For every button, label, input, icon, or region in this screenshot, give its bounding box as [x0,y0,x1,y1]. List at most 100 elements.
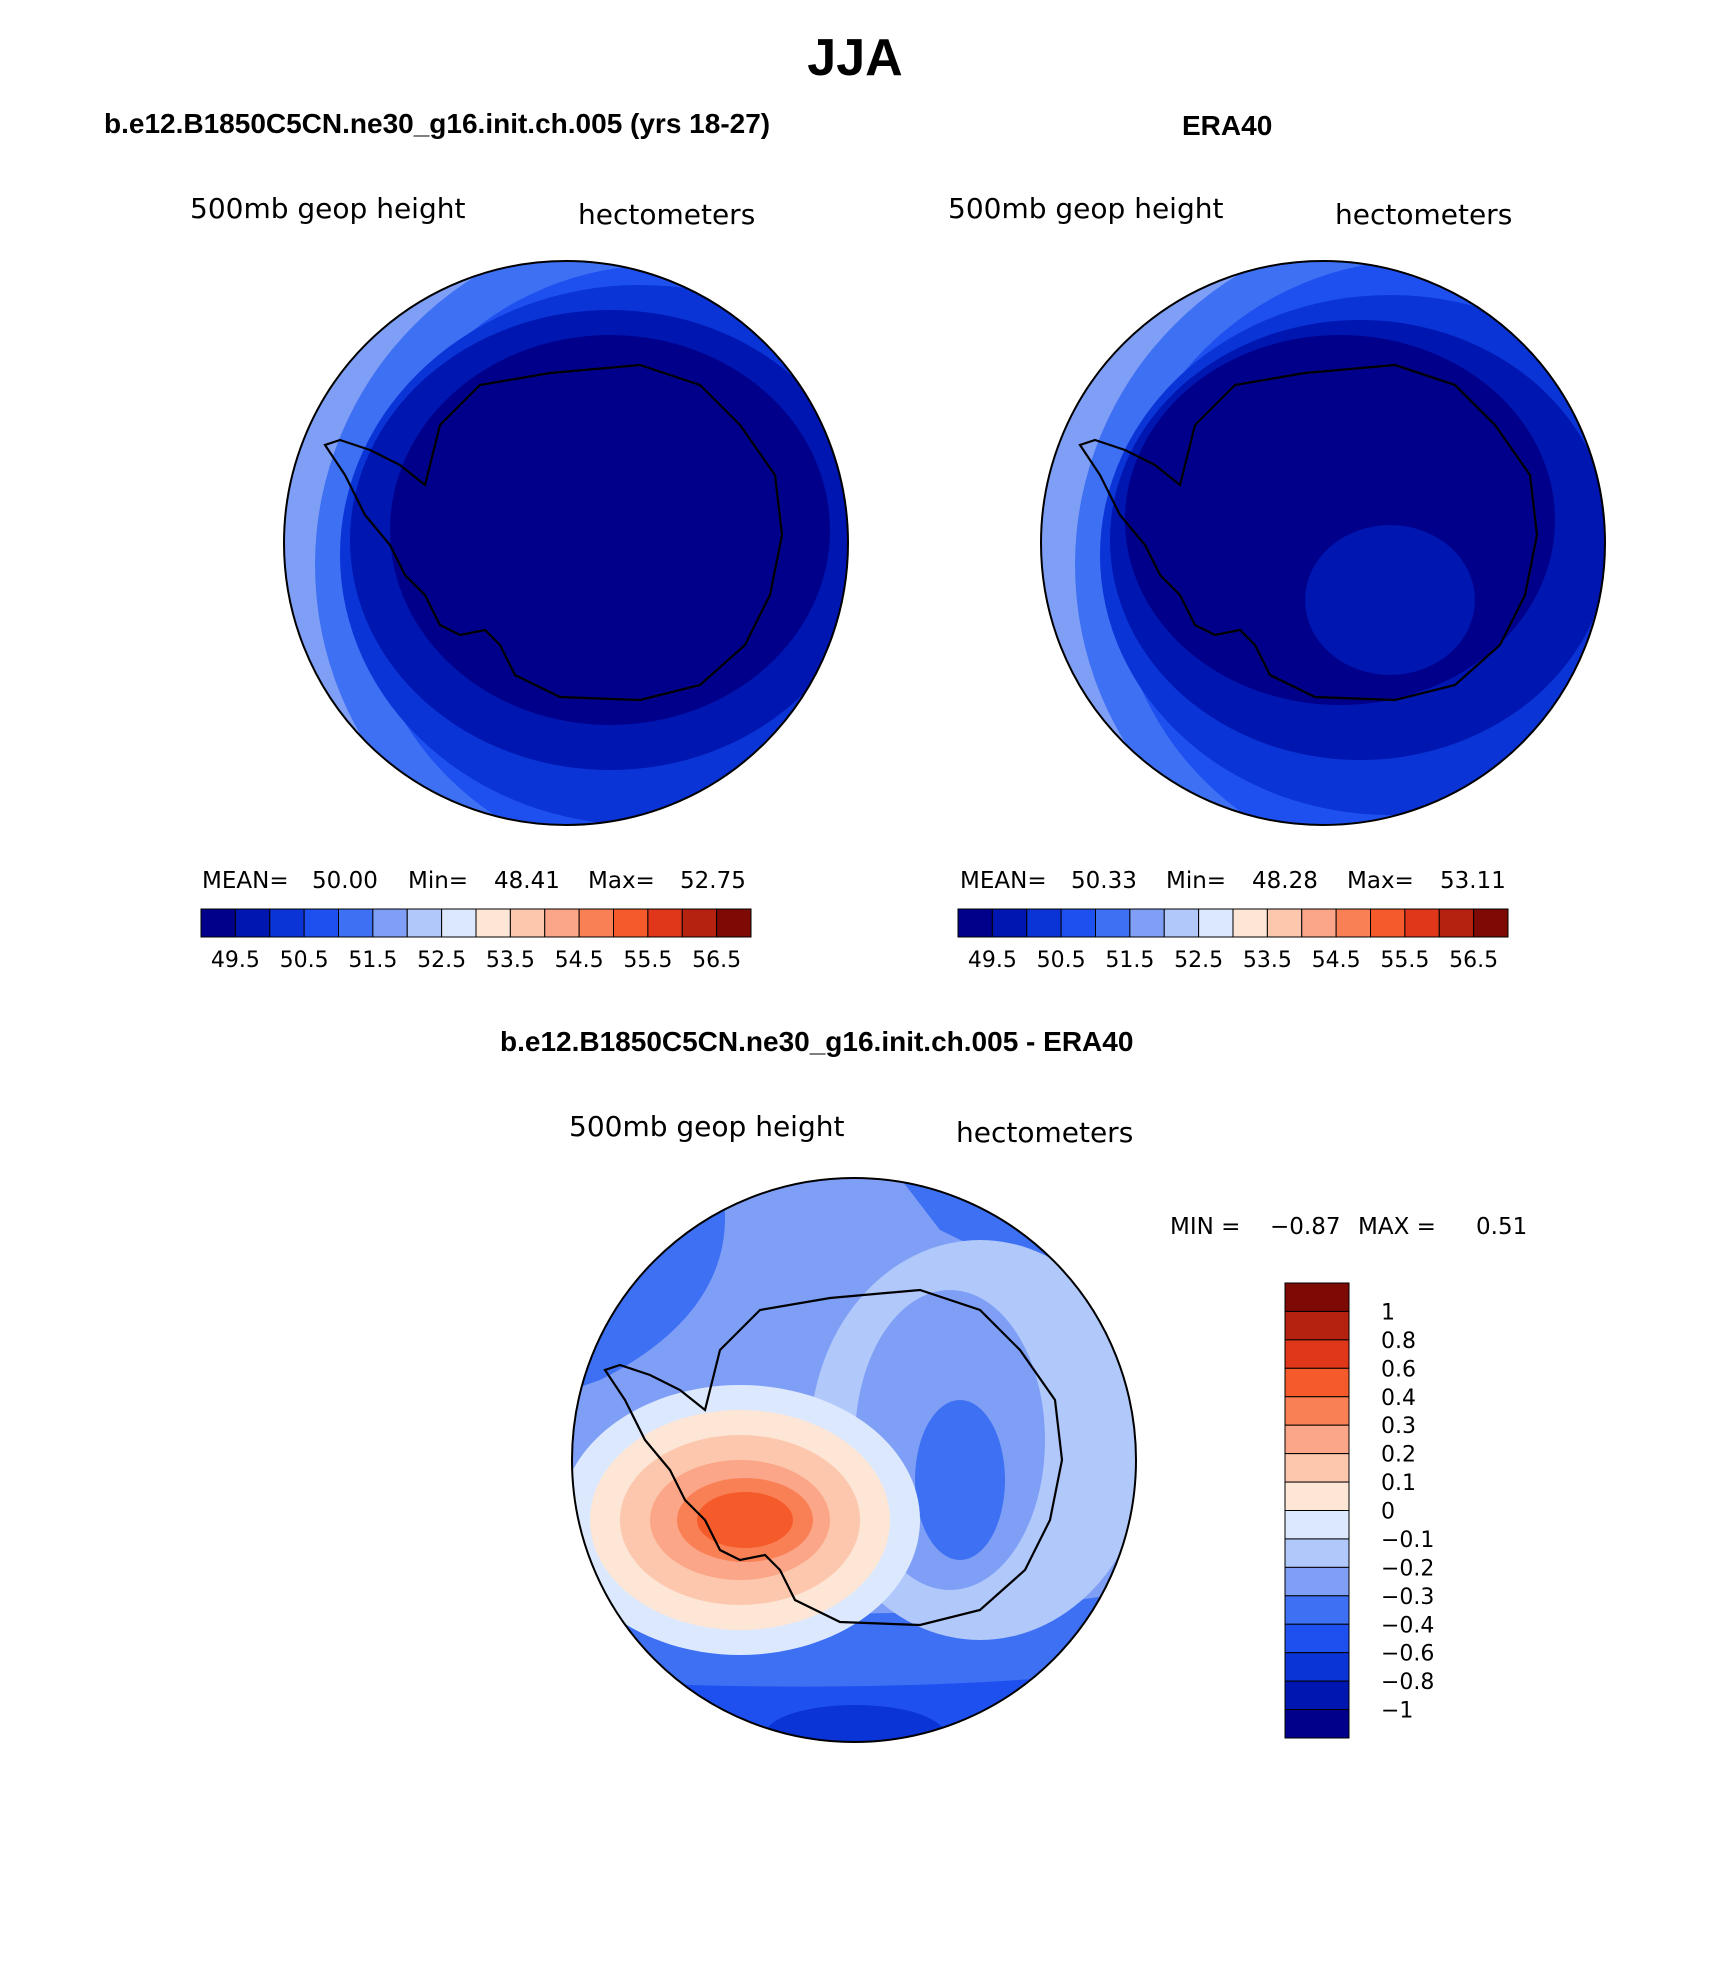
diff-min-label: MIN = [1170,1214,1241,1240]
obs-colorbar-swatch [1301,908,1337,938]
obs-colorbar-swatch [1026,908,1062,938]
diff-colorbar-swatch [1284,1396,1350,1426]
diff-colorbar-tick-label: −0.4 [1381,1613,1434,1638]
obs-colorbar: 49.5 50.5 51.5 52.5 53.5 54.5 55.5 56.5 [957,908,1509,973]
obs-colorbar-tick-label: 52.5 [1174,948,1223,973]
obs-colorbar-swatch [1095,908,1131,938]
obs-colorbar-swatch [1198,908,1234,938]
obs-panel-subtitle: ERA40 [1182,110,1273,141]
diff-max-label: MAX = [1358,1214,1436,1240]
figure-title: JJA [807,29,903,87]
model-colorbar-tick-label: 54.5 [555,948,604,973]
diff-colorbar-swatch [1284,1623,1350,1654]
model-min-value: 48.41 [494,868,560,894]
obs-colorbar-swatch [1266,908,1303,938]
obs-min-label: Min= [1166,868,1227,894]
diff-colorbar-swatch [1284,1566,1350,1597]
model-colorbar-swatch [406,908,443,938]
model-colorbar-swatch [613,908,649,938]
diff-colorbar-swatch [1284,1481,1350,1511]
obs-colorbar-swatch [991,908,1028,938]
model-variable-label: 500mb geop height [190,192,466,225]
model-mean-label: MEAN= [202,868,289,894]
diff-colorbar-swatch [1284,1339,1350,1369]
obs-colorbar-tick-label: 55.5 [1380,948,1429,973]
obs-colorbar-swatch [1438,908,1475,938]
diff-colorbar-tick-label: −0.2 [1381,1556,1434,1581]
model-panel-subtitle: b.e12.B1850C5CN.ne30_g16.init.ch.005 (yr… [104,108,771,139]
model-colorbar-tick-label: 56.5 [692,948,741,973]
diff-colorbar-tick-label: −1 [1381,1699,1413,1724]
model-max-label: Max= [588,868,655,894]
diff-colorbar-tick-label: −0.1 [1381,1528,1434,1553]
model-colorbar-swatch [716,908,752,938]
diff-colorbar-tick-label: 0.8 [1381,1329,1416,1354]
diff-colorbar-swatch [1284,1680,1350,1711]
diff-colorbar-tick-label: −0.8 [1381,1670,1434,1695]
obs-colorbar-swatch [1060,908,1096,938]
model-colorbar-swatch [372,908,408,938]
obs-colorbar-swatch [1232,908,1268,938]
obs-colorbar-tick-label: 51.5 [1105,948,1154,973]
obs-variable-label: 500mb geop height [948,192,1224,225]
model-colorbar-swatch [234,908,271,938]
diff-colorbar-tick-label: 0.4 [1381,1386,1416,1411]
obs-colorbar-swatch [1129,908,1165,938]
model-colorbar-swatch [544,908,580,938]
obs-colorbar-tick-label: 49.5 [968,948,1017,973]
diff-min-value: −0.87 [1270,1214,1341,1240]
model-colorbar-swatch [578,908,614,938]
diff-max-value: 0.51 [1476,1214,1528,1240]
diff-colorbar-tick-label: −0.3 [1381,1585,1434,1610]
model-colorbar-swatch [475,908,511,938]
obs-colorbar-tick-label: 56.5 [1449,948,1498,973]
diff-colorbar-tick-label: 0.2 [1381,1443,1416,1468]
diff-colorbar-tick-label: 0 [1381,1500,1395,1525]
model-colorbar-tick-label: 49.5 [211,948,260,973]
diff-units-label: hectometers [956,1116,1134,1149]
diff-colorbar: 1 0.8 0.6 0.4 0.3 0.2 0.1 0 −0.1 −0.2 −0.3 −0.4 −0.6… [1284,1282,1434,1739]
diff-colorbar-tick-label: 0.3 [1381,1414,1416,1439]
model-colorbar-swatch [681,908,718,938]
model-colorbar-swatch [303,908,339,938]
model-mean-value: 50.00 [312,868,378,894]
obs-max-label: Max= [1347,868,1414,894]
model-colorbar-swatch [441,908,477,938]
obs-colorbar-tick-label: 50.5 [1037,948,1086,973]
obs-colorbar-swatch [1370,908,1406,938]
diff-colorbar-swatch [1284,1595,1350,1625]
obs-disk-outline [1040,260,1606,826]
model-disk-outline [283,260,849,826]
model-colorbar-tick-label: 51.5 [348,948,397,973]
diff-colorbar-swatch [1284,1310,1350,1341]
diff-colorbar-swatch [1284,1424,1350,1455]
model-colorbar-tick-label: 52.5 [417,948,466,973]
model-units-label: hectometers [578,198,756,231]
model-colorbar-swatch [269,908,305,938]
diff-colorbar-swatch [1284,1709,1350,1739]
obs-colorbar-swatch [1335,908,1371,938]
obs-colorbar-swatch [957,908,993,938]
model-min-label: Min= [408,868,469,894]
obs-mean-value: 50.33 [1071,868,1137,894]
obs-map [1041,261,1605,825]
diff-colorbar-tick-label: 1 [1381,1300,1395,1325]
model-colorbar-tick-label: 50.5 [280,948,329,973]
diff-colorbar-swatch [1284,1510,1350,1540]
diff-variable-label: 500mb geop height [569,1110,845,1143]
model-colorbar-tick-label: 53.5 [486,948,535,973]
diff-colorbar-swatch [1284,1367,1350,1398]
diff-panel-subtitle: b.e12.B1850C5CN.ne30_g16.init.ch.005 - E… [500,1026,1134,1057]
diff-map [572,1178,1136,1742]
model-max-value: 52.75 [680,868,746,894]
obs-colorbar-swatch [1404,908,1440,938]
diff-colorbar-tick-label: 0.1 [1381,1471,1416,1496]
obs-min-value: 48.28 [1252,868,1318,894]
obs-mean-label: MEAN= [960,868,1047,894]
diff-colorbar-tick-label: −0.6 [1381,1642,1434,1667]
diff-colorbar-swatch [1284,1453,1350,1483]
model-colorbar-swatch [338,908,374,938]
diff-colorbar-swatch [1284,1652,1350,1682]
obs-units-label: hectometers [1335,198,1513,231]
model-colorbar-swatch [647,908,683,938]
